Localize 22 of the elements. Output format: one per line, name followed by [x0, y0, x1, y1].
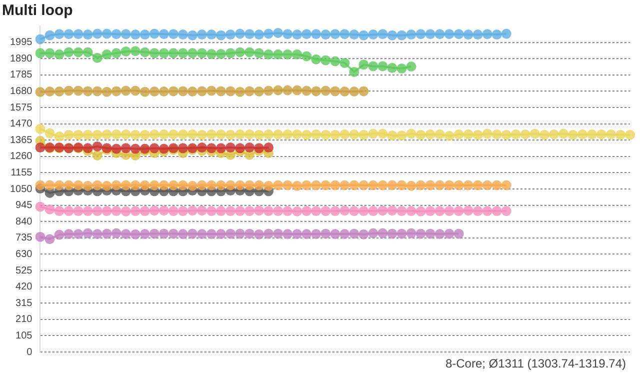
- y-tick-label: 1365: [10, 134, 33, 146]
- y-tick-label: 210: [16, 314, 33, 326]
- y-tick-label: 1785: [10, 70, 33, 81]
- y-tick-label: 840: [16, 216, 33, 228]
- y-tick-label: 1155: [10, 167, 33, 178]
- text: 8-Core; Ø1311 (1303.74-1319.74): [445, 356, 626, 370]
- y-tick-label: 1680: [10, 86, 33, 97]
- y-tick-label: 525: [16, 265, 33, 276]
- y-tick-label: 1995: [10, 37, 33, 48]
- y-tick-label: 0: [26, 346, 33, 358]
- chart-title: Multi loop: [2, 2, 73, 20]
- y-tick-label: 1575: [10, 102, 33, 114]
- y-tick-label: 630: [16, 248, 33, 260]
- y-tick-label: 945: [16, 200, 33, 212]
- y-tick-label: 1260: [10, 151, 33, 162]
- y-tick-label: 735: [16, 232, 33, 244]
- y-tick-label: 1470: [10, 118, 33, 130]
- y-tick-label: 1890: [10, 53, 33, 64]
- y-tick-label: 1050: [10, 184, 33, 195]
- y-tick-label: 315: [16, 298, 33, 309]
- y-tick-label: 105: [16, 330, 33, 342]
- y-tick-label: 420: [16, 282, 33, 293]
